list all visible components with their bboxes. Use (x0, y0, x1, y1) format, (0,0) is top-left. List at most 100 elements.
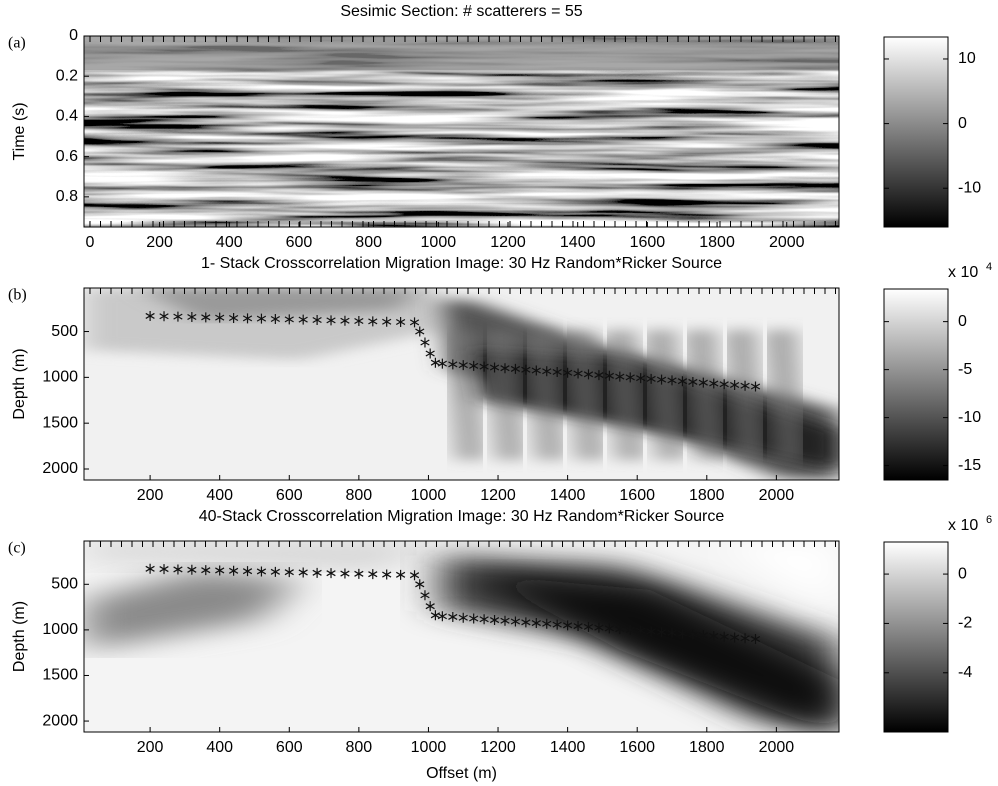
texture-fade (84, 36, 839, 71)
x-tick-label: 1400 (550, 487, 586, 504)
image-shade (770, 330, 800, 460)
x-tick-label: 1000 (411, 739, 447, 756)
scatterer (145, 310, 155, 321)
y-tick-label: 0.8 (56, 188, 78, 205)
scatterer (573, 368, 583, 379)
scatterer (510, 616, 521, 627)
scatterer (677, 376, 688, 387)
x-tick-label: 1000 (421, 234, 457, 251)
scatterer (395, 569, 406, 580)
scatterer (594, 370, 604, 381)
colorbar (883, 36, 949, 228)
scatterer (368, 316, 378, 327)
image-shade (490, 330, 520, 460)
axes-frame (83, 540, 840, 733)
y-tick-label: 500 (51, 323, 78, 340)
scatterer (656, 374, 667, 385)
scatterer (750, 381, 761, 392)
scatterer (646, 373, 656, 384)
y-tick-label: 0.2 (56, 67, 78, 84)
scatterer (448, 359, 458, 370)
x-tick-label: 2000 (759, 739, 795, 756)
scatterer (656, 627, 667, 638)
scatterer (420, 590, 430, 601)
x-tick-label: 600 (276, 739, 303, 756)
colorbar-tick-label: -10 (958, 409, 981, 426)
scatterer (382, 316, 392, 327)
scatterer (458, 360, 468, 371)
scatterer (415, 579, 425, 590)
x-tick-label: 1200 (480, 739, 516, 756)
title: Sesimic Section: # scatterers = 55 (340, 3, 582, 20)
y-label: Depth (m) (11, 601, 28, 672)
x-tick-label: 1200 (480, 487, 516, 504)
scatterer (729, 379, 740, 390)
scatterer (437, 611, 447, 622)
colorbar-tick-label: -5 (958, 361, 972, 378)
x-tick-label: 800 (355, 234, 382, 251)
scatterer (242, 566, 253, 577)
colorbar (883, 541, 949, 733)
x-tick-label: 1600 (619, 739, 655, 756)
title: 1- Stack Crosscorrelation Migration Imag… (201, 255, 722, 272)
scatterer (409, 570, 420, 581)
scatterer (510, 363, 521, 374)
scatterer (242, 313, 253, 324)
scatterer (284, 567, 294, 578)
scatterer (340, 315, 350, 326)
scatterer (469, 360, 479, 371)
x-tick-label: 1000 (411, 487, 447, 504)
scatterer (698, 377, 708, 388)
panel-label: (a) (8, 35, 26, 52)
scatterer (354, 568, 364, 579)
scatterer (201, 565, 211, 576)
scatterer (594, 622, 604, 633)
y-label: Time (s) (11, 102, 28, 160)
scatterer (688, 376, 698, 387)
colorbar-tick-label: 0 (958, 115, 967, 132)
image-shade (530, 330, 560, 460)
scatterer (173, 311, 183, 322)
scatterer (531, 365, 541, 376)
scatterer (583, 621, 594, 632)
scatterer (615, 371, 625, 382)
x-tick-label: 400 (216, 234, 243, 251)
colorbar-tick-label: 10 (958, 50, 976, 67)
image-shade (140, 288, 420, 320)
colorbar-multiplier: x 10 (948, 517, 978, 534)
scatterer (448, 611, 458, 622)
scatterer (187, 564, 197, 575)
scatterer (256, 313, 267, 324)
image-shade (690, 330, 720, 460)
scatterer (625, 372, 635, 383)
y-tick-label: 1500 (42, 667, 78, 684)
x-tick-label: 800 (346, 739, 373, 756)
y-tick-label: 1000 (42, 621, 78, 638)
scatterer (420, 337, 430, 348)
scatterer (719, 631, 729, 642)
y-tick-label: 500 (51, 576, 78, 593)
scatterer (326, 315, 336, 326)
scatterer (479, 614, 489, 625)
title: 40-Stack Crosscorrelation Migration Imag… (199, 508, 725, 525)
scatterer (521, 617, 531, 628)
scatterer (552, 619, 562, 630)
scatterer (531, 618, 541, 629)
scatterer (425, 348, 435, 359)
scatterer (415, 326, 425, 337)
x-tick-label: 200 (137, 487, 164, 504)
scatterer (521, 364, 531, 375)
y-tick-label: 0.4 (56, 108, 78, 125)
scatterer (604, 623, 614, 634)
scatterer (145, 563, 155, 574)
colorbar-tick-label: -2 (958, 615, 972, 632)
image-shade (720, 541, 839, 610)
y-tick-label: 2000 (42, 460, 78, 477)
scatterer (326, 568, 336, 579)
scatterer (500, 615, 510, 626)
scatterer (215, 565, 225, 576)
x-tick-label: 1600 (619, 487, 655, 504)
scatterer (552, 367, 562, 378)
scatterer (270, 313, 280, 324)
